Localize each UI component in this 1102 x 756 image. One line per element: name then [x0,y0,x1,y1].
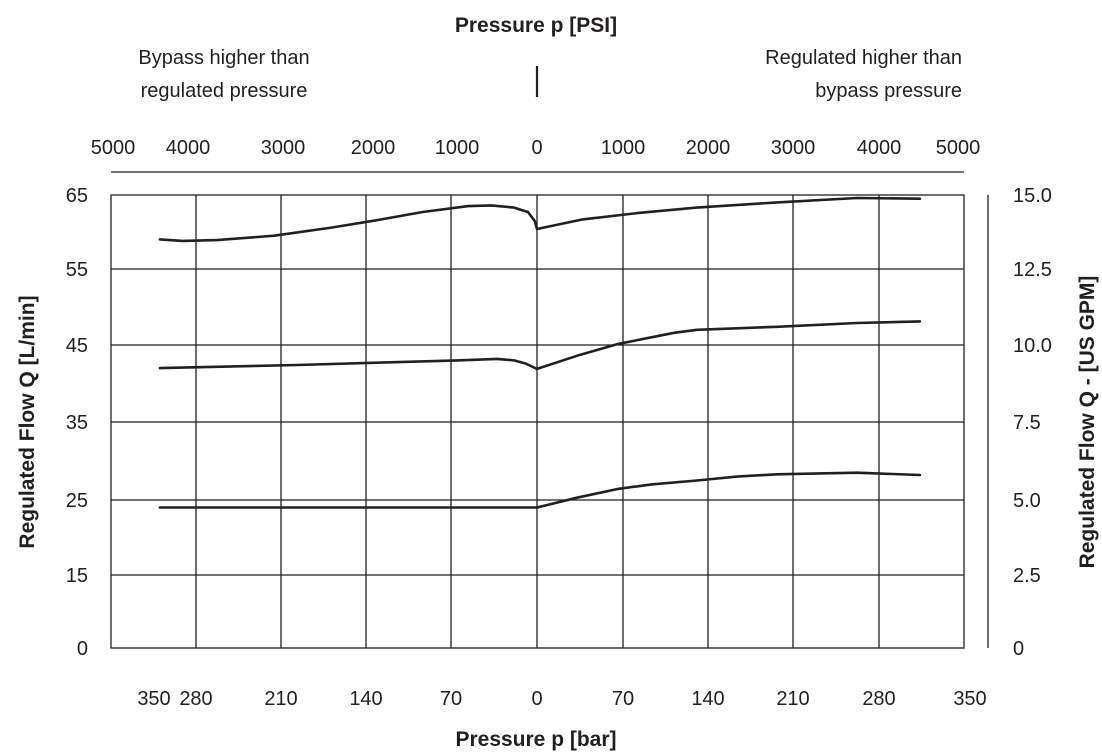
right-axis-title: Regulated Flow Q - [US GPM] [1076,276,1099,569]
top-tick-labels: 5000 4000 3000 2000 1000 0 1000 2000 3000 4000 500… [91,137,981,159]
top-tick-label: 5000 [91,137,136,159]
left-axis-title: Regulated Flow Q [L/min] [16,295,39,548]
bottom-tick-label: 0 [531,688,542,710]
annotation-right-line1: Regulated higher than [765,47,962,69]
left-tick-labels: 0 15 25 35 45 55 65 [66,185,88,660]
right-tick-label: 7.5 [1013,412,1041,434]
right-tick-label: 12.5 [1013,259,1052,281]
bottom-tick-label: 140 [349,688,382,710]
right-tick-label: 0 [1013,638,1024,660]
left-tick-label: 15 [66,565,88,587]
top-tick-label: 1000 [435,137,480,159]
top-tick-label: 3000 [771,137,816,159]
plot-grid [110,194,965,649]
bottom-tick-label: 350 [953,688,986,710]
top-tick-label: 5000 [936,137,981,159]
bottom-tick-label: 70 [440,688,462,710]
bottom-tick-label: 280 [179,688,212,710]
bottom-tick-label: 280 [862,688,895,710]
bottom-tick-label: 210 [264,688,297,710]
top-tick-label: 3000 [261,137,306,159]
bottom-tick-label: 140 [691,688,724,710]
right-tick-label: 10.0 [1013,335,1052,357]
top-tick-label: 2000 [686,137,731,159]
series-line-2 [158,320,922,371]
annotation-left-line1: Bypass higher than [138,47,309,69]
top-tick-label: 0 [531,137,542,159]
top-tick-label: 4000 [166,137,211,159]
bottom-tick-label: 70 [612,688,634,710]
bottom-tick-label: 350 [137,688,170,710]
right-tick-labels: 0 2.5 5.0 7.5 10.0 12.5 15.0 [1013,185,1052,660]
right-tick-label: 15.0 [1013,185,1052,207]
left-tick-label: 65 [66,185,88,207]
left-tick-label: 55 [66,259,88,281]
bottom-tick-label: 210 [776,688,809,710]
series-line-3 [158,471,922,509]
top-tick-label: 4000 [857,137,902,159]
series-line-1 [158,196,922,243]
annotation-right-line2: bypass pressure [815,80,962,102]
bottom-axis-title: Pressure p [bar] [455,728,616,751]
annotation-left-line2: regulated pressure [141,80,308,102]
left-tick-label: 0 [77,638,88,660]
bottom-tick-labels: 350 280 210 140 70 0 70 140 210 280 350 [137,688,986,710]
top-tick-label: 2000 [351,137,396,159]
top-tick-label: 1000 [601,137,646,159]
right-tick-label: 2.5 [1013,565,1041,587]
series-group [158,196,922,509]
left-tick-label: 45 [66,335,88,357]
left-tick-label: 25 [66,490,88,512]
top-axis-title: Pressure p [PSI] [455,14,617,37]
right-tick-label: 5.0 [1013,490,1041,512]
left-tick-label: 35 [66,412,88,434]
